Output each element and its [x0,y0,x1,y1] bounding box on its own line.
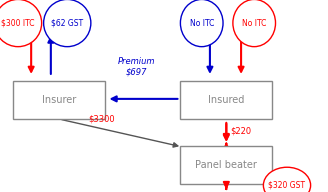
Text: No ITC: No ITC [242,19,266,27]
Text: No ITC: No ITC [190,19,214,27]
Text: $220: $220 [231,126,252,135]
Text: Insurer: Insurer [42,95,76,105]
Ellipse shape [44,0,91,47]
Text: $300 ITC: $300 ITC [1,19,35,27]
Text: $320 GST: $320 GST [269,181,305,190]
Text: $62 GST: $62 GST [51,19,83,27]
Ellipse shape [233,0,276,47]
Text: $3300: $3300 [88,115,115,123]
FancyBboxPatch shape [180,146,272,184]
FancyBboxPatch shape [180,81,272,119]
Ellipse shape [263,167,311,192]
FancyBboxPatch shape [13,81,105,119]
Ellipse shape [0,0,42,47]
Text: Premium
$697: Premium $697 [117,57,155,77]
Text: Panel beater: Panel beater [195,160,257,170]
Text: Insured: Insured [208,95,244,105]
Ellipse shape [180,0,223,47]
